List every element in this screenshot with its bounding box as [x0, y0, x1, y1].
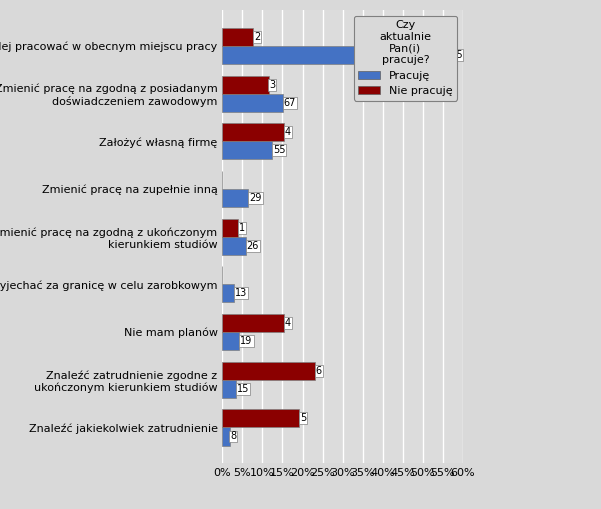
Text: 67: 67: [284, 98, 296, 108]
Bar: [222, 142, 272, 159]
Text: 19: 19: [240, 336, 252, 346]
Bar: [222, 409, 299, 428]
Bar: [222, 285, 234, 302]
Bar: [222, 428, 230, 445]
Bar: [222, 314, 284, 332]
Text: 8: 8: [230, 432, 237, 441]
Text: 4: 4: [285, 318, 291, 328]
Bar: [222, 94, 282, 112]
Bar: [222, 46, 443, 64]
Text: 55: 55: [273, 146, 285, 155]
Text: 245: 245: [444, 50, 462, 60]
Bar: [222, 218, 238, 237]
Text: 26: 26: [246, 241, 259, 251]
Bar: [222, 361, 315, 380]
Bar: [222, 237, 246, 255]
Text: 2: 2: [254, 32, 260, 42]
Bar: [222, 332, 239, 350]
Bar: [222, 123, 284, 142]
Bar: [222, 189, 248, 207]
Text: 13: 13: [235, 289, 247, 298]
Text: 1: 1: [239, 222, 245, 233]
Legend: Pracuję, Nie pracuję: Pracuję, Nie pracuję: [353, 16, 457, 101]
Bar: [222, 75, 269, 94]
Text: 4: 4: [285, 127, 291, 137]
Bar: [222, 380, 236, 398]
Text: 15: 15: [237, 384, 249, 394]
Text: 5: 5: [300, 413, 307, 423]
Text: 3: 3: [269, 79, 275, 90]
Bar: [222, 28, 253, 46]
Text: 6: 6: [316, 365, 322, 376]
Text: 29: 29: [249, 193, 261, 203]
